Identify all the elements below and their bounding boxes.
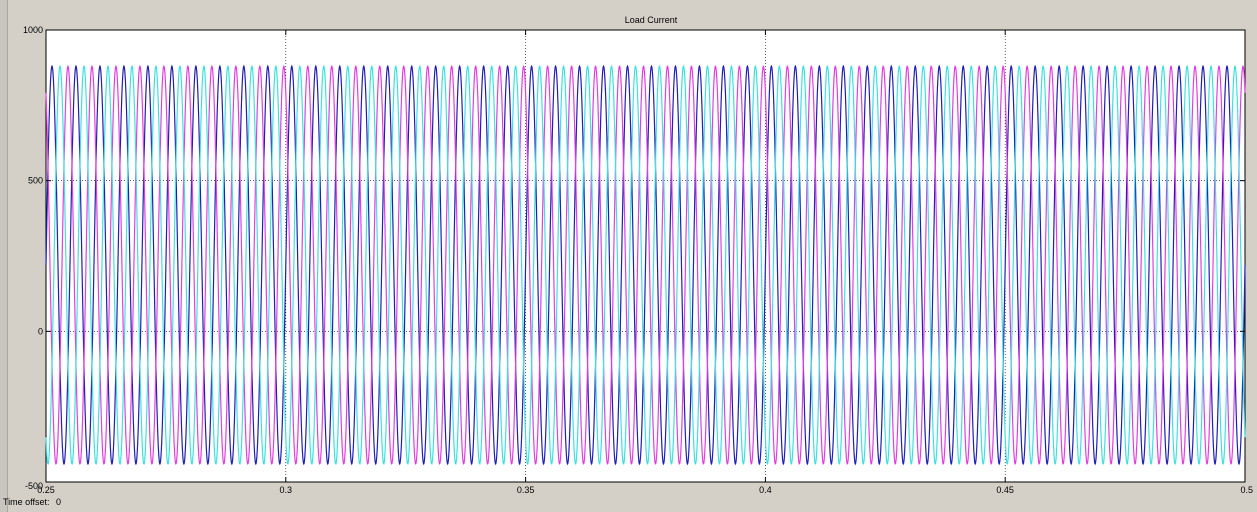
x-tick-label: 0.35	[517, 485, 535, 495]
time-offset-label: Time offset:	[3, 497, 50, 507]
series-line-1	[45, 64, 1246, 466]
series-line-3	[45, 65, 1246, 465]
chart-title: Load Current	[625, 15, 678, 25]
x-tick-label: 0.45	[996, 485, 1014, 495]
x-tick-label: 0.4	[759, 485, 772, 495]
x-tick-label: 0.25	[37, 485, 55, 495]
axis-ticks	[45, 29, 1246, 483]
time-offset-value: 0	[56, 497, 62, 507]
series-line-2	[45, 65, 1246, 465]
y-tick-label: -500	[25, 481, 43, 491]
y-tick-label: 0	[38, 326, 43, 336]
y-tick-label: 500	[28, 176, 43, 186]
series-layer	[45, 64, 1246, 466]
x-tick-label: 0.5	[1240, 485, 1253, 495]
window-left-edge	[0, 0, 8, 512]
y-tick-label: 1000	[23, 25, 43, 35]
tick-labels: 0.25 0.3 0.35 0.4 0.45 0.5 -500 0 500 1000	[23, 25, 1253, 495]
x-tick-label: 0.3	[280, 485, 293, 495]
time-offset-readout: Time offset: 0	[3, 497, 61, 507]
